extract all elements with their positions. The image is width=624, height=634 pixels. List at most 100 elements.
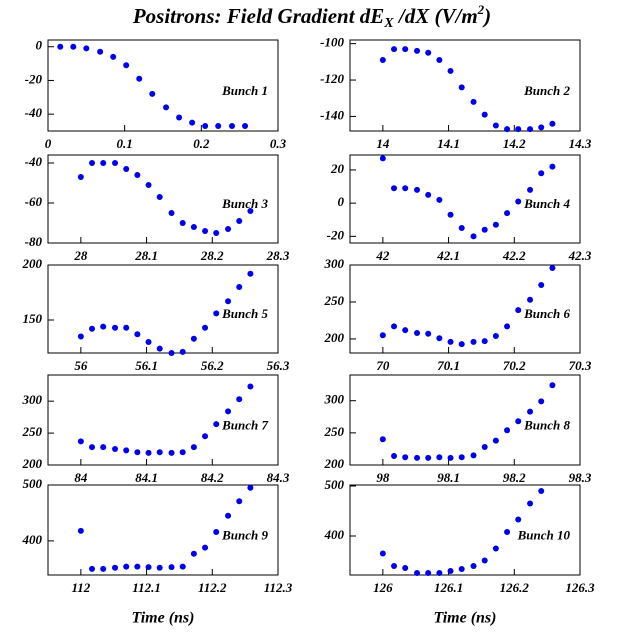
data-point [436,454,443,461]
data-point [136,75,143,82]
data-point [515,307,522,314]
data-point [156,194,163,200]
x-tick-label: 28.2 [200,248,224,263]
data-point [215,122,222,129]
panel: 0 0.1 0.2 0.3 0 -20 -40 Bunch 1 [25,38,287,151]
data-point [77,333,84,340]
x-tick-label: 14.3 [569,136,592,151]
data-point [89,325,96,332]
data-point [515,198,522,205]
x-tick-label: 70 [376,358,390,373]
data-point [527,296,534,303]
data-point [447,454,454,461]
data-point [236,218,243,224]
panel: 14 14.1 14.2 14.3 -100 -120 -140 Bunch 2 [320,35,592,151]
bunch-label: Bunch 5 [221,306,268,321]
data-point [391,46,398,53]
data-point [123,62,130,69]
x-tick-label: 84 [74,470,88,485]
data-point [538,170,545,177]
data-point [538,124,545,131]
data-point [470,98,477,105]
plot-frame [47,39,279,132]
panel: 84 84.1 84.2 84.3 300 250 200 Bunch 7 [22,374,290,485]
data-point [538,488,545,494]
data-point [145,449,152,456]
data-point [504,126,511,133]
data-point [189,119,196,126]
plot-frame [47,264,279,354]
y-tick-label: -140 [320,107,344,122]
data-point [447,211,454,218]
plot-frame [349,39,581,132]
data-point [391,453,398,459]
y-tick-label: 20 [330,161,345,176]
data-point [179,348,186,355]
data-point [391,185,398,192]
data-point [225,512,232,519]
data-point [168,210,175,216]
data-point [549,120,556,127]
data-point [402,46,409,53]
data-point [425,330,432,337]
bunch-label: Bunch 7 [221,417,268,432]
data-point [379,57,386,64]
data-point [247,208,254,214]
data-point [179,563,186,570]
x-tick-label: 126 [373,580,393,595]
data-point [458,84,465,91]
data-point [447,338,454,345]
x-tick-label: 112.2 [198,580,227,595]
data-point [123,166,130,172]
data-point [436,196,443,203]
y-tick-label: 300 [324,392,345,407]
bunch-label: Bunch 8 [523,417,570,432]
data-point [414,47,421,54]
data-point [225,408,232,415]
data-point [379,332,386,339]
y-tick-label: 200 [324,456,345,471]
data-point [202,324,209,331]
data-point [134,331,141,338]
x-tick-label: 0.2 [193,136,210,151]
x-tick-label: 84.2 [201,470,224,485]
data-point [414,570,421,576]
data-point [213,230,220,236]
data-point [77,527,84,534]
data-point [168,449,175,456]
data-point [458,454,465,461]
x-tick-label: 84.3 [267,470,290,485]
x-tick-label: 84.1 [135,470,158,485]
panel: 112 112.1 112.2 112.3 500 400 Bunch 9 Time (ns) [22,476,293,627]
data-point [190,335,197,342]
data-point [70,43,77,50]
data-point [190,224,197,230]
data-point [89,565,96,572]
data-point [123,563,130,570]
x-tick-label: 56.3 [267,358,290,373]
data-point [190,444,197,451]
panel: 98 98.1 98.2 98.3 300 250 200 Bunch 8 [324,374,592,485]
data-point [242,122,249,129]
data-point [391,563,398,569]
data-point [549,264,556,271]
y-tick-label: -80 [25,234,43,249]
data-point [168,564,175,571]
data-point [225,226,232,232]
panel: 56 56.1 56.2 56.3 200 150 Bunch 5 [22,256,290,373]
plot-frame [349,264,581,354]
data-point [538,281,545,288]
data-point [100,444,107,451]
data-point [112,324,119,331]
data-point [145,564,152,571]
data-point [549,163,556,170]
x-tick-label: 42 [375,248,390,263]
data-point [470,338,477,345]
data-point [402,185,409,192]
x-tick-label: 126.2 [500,580,530,595]
x-axis-label: Time (ns) [132,610,195,627]
x-tick-label: 56 [74,358,88,373]
data-point [492,122,499,129]
data-point [57,43,64,50]
y-tick-label: 500 [23,476,43,491]
